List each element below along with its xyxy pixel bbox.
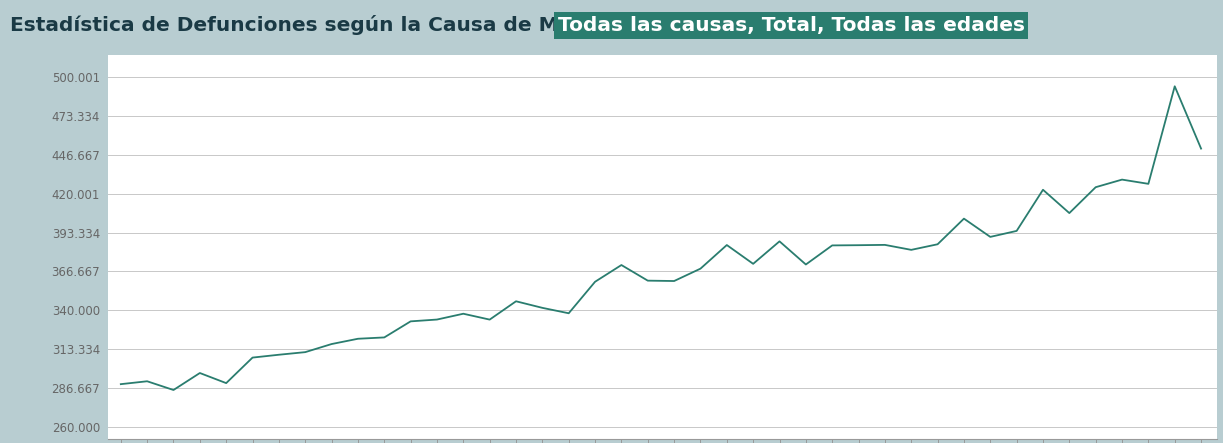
Text: Estadística de Defunciones según la Causa de Muerte, I-XXII.: Estadística de Defunciones según la Caus… <box>10 16 702 35</box>
Text: Todas las causas, Total, Todas las edades: Todas las causas, Total, Todas las edade… <box>558 16 1025 35</box>
